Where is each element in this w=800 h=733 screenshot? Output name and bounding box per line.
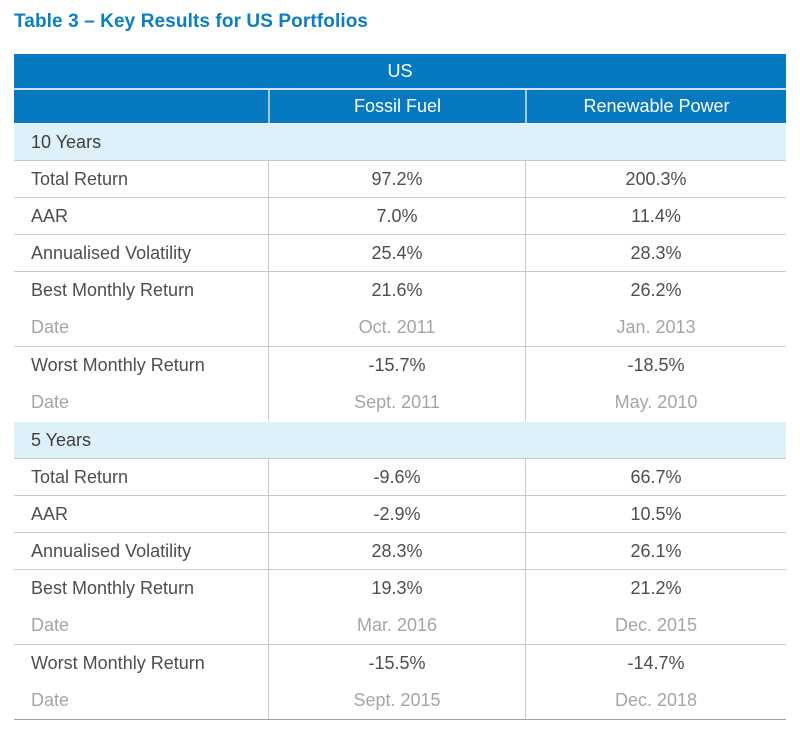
fossil-fuel-value: 7.0% [268, 198, 525, 234]
renewable-power-date: Jan. 2013 [616, 317, 696, 337]
row-label: Best Monthly Return [31, 578, 195, 598]
renewable-power-value: 10.5% [525, 496, 786, 532]
fossil-fuel-value: 19.3% [371, 578, 423, 598]
renewable-power-value: 66.7% [525, 459, 786, 495]
date-row-label: Date [31, 690, 70, 710]
fossil-fuel-value: -15.5% [368, 653, 426, 673]
section-header-5-years: 5 Years [14, 421, 786, 458]
table-row-best-monthly-return: Best Monthly Return Date 21.6% Oct. 2011… [14, 271, 786, 346]
key-results-table: US Fossil Fuel Renewable Power 10 Years … [14, 54, 786, 720]
row-label: Worst Monthly Return [31, 355, 205, 375]
renewable-power-date: Dec. 2015 [614, 615, 698, 635]
fossil-fuel-date: Sept. 2015 [353, 690, 441, 710]
column-header-fossil-fuel: Fossil Fuel [268, 90, 525, 123]
renewable-power-value: 26.2% [630, 280, 682, 300]
column-header-renewable-power: Renewable Power [525, 90, 786, 123]
date-row-label: Date [31, 317, 70, 337]
fossil-fuel-date: Oct. 2011 [358, 317, 436, 337]
fossil-fuel-value: -15.7% [368, 355, 426, 375]
renewable-power-value: -18.5% [627, 355, 685, 375]
date-row-label: Date [31, 615, 70, 635]
fossil-fuel-date: Mar. 2016 [356, 615, 438, 635]
renewable-power-date: May. 2010 [614, 392, 698, 412]
date-row-label: Date [31, 392, 70, 412]
table-row-aar: AAR 7.0% 11.4% [14, 197, 786, 234]
row-label: AAR [31, 504, 69, 524]
renewable-power-date: Dec. 2018 [614, 690, 698, 710]
section-header-10-years: 10 Years [14, 123, 786, 160]
table-row-annualised-volatility: Annualised Volatility 25.4% 28.3% [14, 234, 786, 271]
table-row-worst-monthly-return: Worst Monthly Return Date -15.5% Sept. 2… [14, 644, 786, 719]
fossil-fuel-value: -2.9% [268, 496, 525, 532]
fossil-fuel-value: 28.3% [268, 533, 525, 569]
fossil-fuel-value: 97.2% [268, 161, 525, 197]
renewable-power-value: -14.7% [627, 653, 685, 673]
column-header-empty [14, 90, 268, 123]
table-row-total-return: Total Return -9.6% 66.7% [14, 458, 786, 495]
table-caption: Table 3 – Key Results for US Portfolios [14, 11, 369, 32]
table-row-aar: AAR -2.9% 10.5% [14, 495, 786, 532]
renewable-power-value: 11.4% [525, 198, 786, 234]
fossil-fuel-value: 21.6% [371, 280, 423, 300]
table-row-worst-monthly-return: Worst Monthly Return Date -15.7% Sept. 2… [14, 346, 786, 421]
row-label: Annualised Volatility [31, 541, 192, 561]
column-header-row: Fossil Fuel Renewable Power [14, 88, 786, 123]
renewable-power-value: 26.1% [525, 533, 786, 569]
table-row-best-monthly-return: Best Monthly Return Date 19.3% Mar. 2016… [14, 569, 786, 644]
fossil-fuel-date: Sept. 2011 [354, 392, 440, 412]
row-label: Total Return [31, 169, 129, 189]
row-label: Best Monthly Return [31, 280, 195, 300]
fossil-fuel-value: -9.6% [268, 459, 525, 495]
renewable-power-value: 200.3% [525, 161, 786, 197]
fossil-fuel-value: 25.4% [268, 235, 525, 271]
table-row-total-return: Total Return 97.2% 200.3% [14, 160, 786, 197]
region-header: US [14, 54, 786, 88]
row-label: Worst Monthly Return [31, 653, 205, 673]
row-label: Annualised Volatility [31, 243, 192, 263]
table-row-annualised-volatility: Annualised Volatility 28.3% 26.1% [14, 532, 786, 569]
renewable-power-value: 21.2% [630, 578, 682, 598]
renewable-power-value: 28.3% [525, 235, 786, 271]
row-label: Total Return [31, 467, 129, 487]
row-label: AAR [31, 206, 69, 226]
